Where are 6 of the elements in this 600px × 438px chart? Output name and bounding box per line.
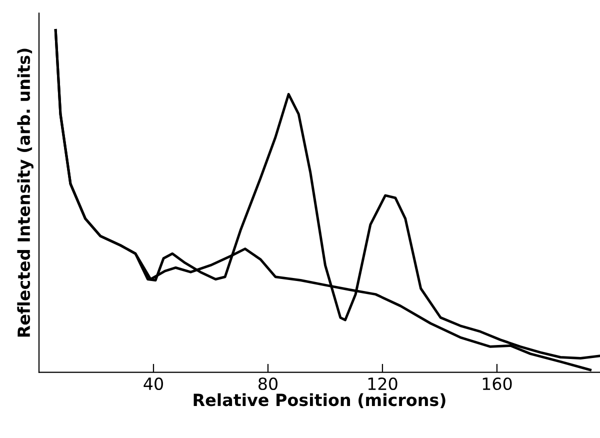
x-tick-label: 160: [482, 377, 512, 390]
x-tick-label: 80: [258, 377, 278, 390]
x-tick-label: 40: [144, 377, 163, 390]
y-axis-title: Reflected Intensity (arb. units): [17, 48, 34, 337]
x-axis-title: Relative Position (microns): [194, 393, 446, 408]
x-tick-label: 120: [368, 377, 398, 390]
